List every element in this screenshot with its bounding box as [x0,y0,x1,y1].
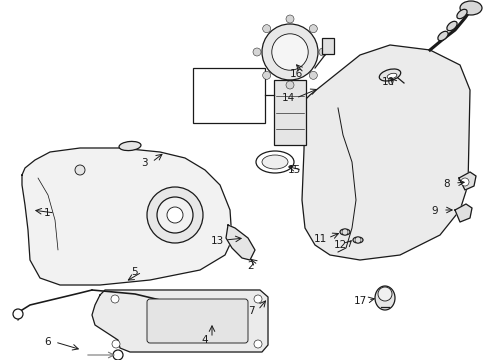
Bar [273,80,305,145]
Polygon shape [458,172,475,190]
Circle shape [460,178,468,186]
Circle shape [113,350,123,360]
Circle shape [112,340,120,348]
FancyBboxPatch shape [147,299,247,343]
Text: 17: 17 [353,296,366,306]
Text: 7: 7 [247,306,254,316]
Circle shape [253,295,262,303]
Ellipse shape [352,237,362,243]
Circle shape [309,25,317,33]
Circle shape [354,237,360,243]
Circle shape [13,309,23,319]
Text: 2: 2 [247,261,254,271]
Circle shape [285,81,293,89]
Ellipse shape [459,1,481,15]
Circle shape [262,71,270,79]
Circle shape [271,34,307,70]
Ellipse shape [374,286,394,310]
Circle shape [318,48,326,56]
Text: 12: 12 [333,240,346,250]
Circle shape [111,295,119,303]
Ellipse shape [437,31,447,41]
Text: 6: 6 [44,337,51,347]
Circle shape [167,207,183,223]
Text: 3: 3 [141,158,147,168]
Bar [321,38,333,54]
Text: 5: 5 [131,267,138,277]
Polygon shape [225,225,254,260]
Circle shape [262,24,317,80]
Circle shape [285,15,293,23]
Ellipse shape [446,21,456,31]
Text: 9: 9 [431,206,437,216]
Ellipse shape [379,69,400,81]
Text: 13: 13 [210,236,223,246]
Circle shape [157,197,193,233]
Circle shape [252,48,261,56]
Polygon shape [302,45,469,260]
Bar [193,68,264,123]
Ellipse shape [262,155,287,169]
Ellipse shape [256,151,293,173]
Text: 8: 8 [443,179,449,189]
Text: 11: 11 [313,234,326,244]
Text: 10: 10 [381,77,394,87]
Circle shape [253,340,262,348]
Ellipse shape [119,141,141,150]
Circle shape [147,187,203,243]
Polygon shape [22,148,231,285]
Circle shape [309,71,317,79]
Circle shape [75,165,85,175]
Text: 14: 14 [281,93,294,103]
Text: 15: 15 [287,165,300,175]
Polygon shape [454,204,471,222]
Circle shape [262,25,270,33]
Polygon shape [92,290,267,352]
Circle shape [377,287,391,301]
Ellipse shape [339,229,349,235]
Ellipse shape [386,73,396,79]
Circle shape [341,229,347,235]
Text: 4: 4 [201,335,208,345]
Text: 16: 16 [289,69,302,79]
Text: 1: 1 [43,208,50,218]
Ellipse shape [456,9,466,19]
